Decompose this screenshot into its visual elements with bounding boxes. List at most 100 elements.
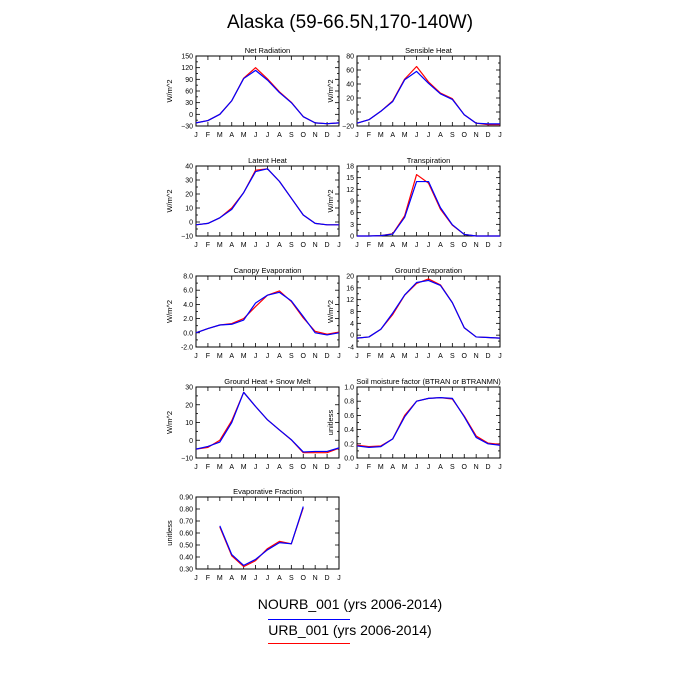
x-tick-label: M — [378, 242, 384, 249]
y-tick-label: 12 — [346, 297, 354, 304]
x-tick-label: J — [427, 242, 431, 249]
x-tick-label: M — [241, 132, 247, 139]
x-tick-label: A — [229, 353, 234, 360]
y-tick-label: 8.0 — [183, 274, 193, 281]
x-tick-label: M — [217, 464, 223, 471]
x-tick-label: F — [206, 132, 210, 139]
x-tick-label: S — [450, 132, 455, 139]
y-tick-label: 0.80 — [179, 507, 193, 514]
panel-title: Ground Heat + Snow Melt — [224, 377, 311, 386]
x-tick-label: A — [390, 464, 395, 471]
x-tick-label: J — [498, 132, 502, 139]
x-tick-label: M — [378, 464, 384, 471]
legend-swatch-urb — [268, 643, 350, 644]
x-tick-label: F — [206, 464, 210, 471]
x-tick-label: J — [415, 242, 419, 249]
y-axis-label: W/m^2 — [326, 300, 335, 323]
x-tick-label: O — [462, 132, 468, 139]
x-tick-label: D — [325, 464, 330, 471]
x-tick-label: M — [241, 242, 247, 249]
x-tick-label: S — [289, 575, 294, 582]
x-tick-label: D — [486, 132, 491, 139]
x-tick-label: A — [277, 575, 282, 582]
series-line-nourb — [195, 391, 340, 453]
series-line-nourb — [356, 279, 501, 339]
plot-frame — [195, 386, 340, 459]
x-tick-label: A — [229, 575, 234, 582]
y-tick-label: 0 — [189, 438, 193, 445]
y-tick-label: −20 — [342, 124, 354, 131]
y-tick-label: 12 — [346, 187, 354, 194]
x-tick-label: M — [378, 132, 384, 139]
y-tick-label: 2.0 — [183, 316, 193, 323]
x-tick-label: A — [438, 464, 443, 471]
x-tick-label: A — [277, 464, 282, 471]
x-tick-label: F — [367, 242, 371, 249]
x-tick-label: O — [301, 575, 307, 582]
x-tick-label: J — [337, 464, 341, 471]
y-tick-label: 6.0 — [183, 288, 193, 295]
y-tick-label: 30 — [185, 100, 193, 107]
x-tick-label: A — [229, 242, 234, 249]
x-tick-label: S — [289, 132, 294, 139]
x-tick-label: N — [474, 132, 479, 139]
x-tick-label: D — [325, 242, 330, 249]
y-tick-label: 10 — [185, 206, 193, 213]
x-tick-label: J — [427, 132, 431, 139]
plot-frame — [356, 165, 501, 237]
x-tick-label: D — [325, 132, 330, 139]
y-tick-label: 1.0 — [344, 385, 354, 392]
x-tick-label: S — [450, 242, 455, 249]
panel-title: Net Radiation — [245, 46, 290, 55]
y-tick-label: 15 — [346, 175, 354, 182]
y-axis-label: unitless — [326, 410, 335, 436]
x-tick-label: J — [254, 464, 258, 471]
y-tick-label: 90 — [185, 77, 193, 84]
y-axis-label: W/m^2 — [165, 79, 174, 102]
series-line-urb — [356, 278, 501, 339]
x-tick-label: J — [194, 464, 198, 471]
y-tick-label: 0.2 — [344, 441, 354, 448]
series-line-urb — [195, 391, 340, 454]
x-tick-label: J — [194, 242, 198, 249]
x-tick-label: O — [301, 132, 307, 139]
x-tick-label: M — [217, 242, 223, 249]
x-tick-label: M — [402, 242, 408, 249]
x-tick-label: A — [390, 242, 395, 249]
y-axis-label: W/m^2 — [165, 411, 174, 434]
series-line-urb — [219, 507, 304, 568]
x-tick-label: D — [325, 575, 330, 582]
y-tick-label: 0.4 — [344, 427, 354, 434]
y-tick-label: 20 — [185, 402, 193, 409]
x-tick-label: F — [206, 353, 210, 360]
series-line-nourb — [356, 397, 501, 448]
y-tick-label: 0.60 — [179, 531, 193, 538]
y-tick-label: 20 — [346, 96, 354, 103]
series-line-nourb — [195, 168, 339, 226]
plot-frame — [195, 275, 340, 348]
x-tick-label: J — [266, 464, 270, 471]
x-tick-label: J — [266, 353, 270, 360]
y-tick-label: 80 — [346, 54, 354, 61]
x-tick-label: S — [450, 464, 455, 471]
y-tick-label: -4 — [348, 345, 354, 352]
legend-swatch-nourb — [268, 619, 350, 620]
y-tick-label: 4.0 — [183, 302, 193, 309]
x-tick-label: A — [390, 132, 395, 139]
panel-title: Sensible Heat — [405, 46, 453, 55]
x-tick-label: M — [402, 132, 408, 139]
x-tick-label: D — [486, 353, 491, 360]
x-tick-label: J — [254, 242, 258, 249]
x-tick-label: O — [301, 464, 307, 471]
x-tick-label: J — [415, 132, 419, 139]
y-tick-label: 40 — [346, 82, 354, 89]
x-tick-label: D — [325, 353, 330, 360]
x-tick-label: O — [462, 464, 468, 471]
x-tick-label: A — [438, 353, 443, 360]
x-tick-label: D — [486, 242, 491, 249]
panel-title: Soil moisture factor (BTRAN or BTRANMN) — [356, 377, 501, 386]
